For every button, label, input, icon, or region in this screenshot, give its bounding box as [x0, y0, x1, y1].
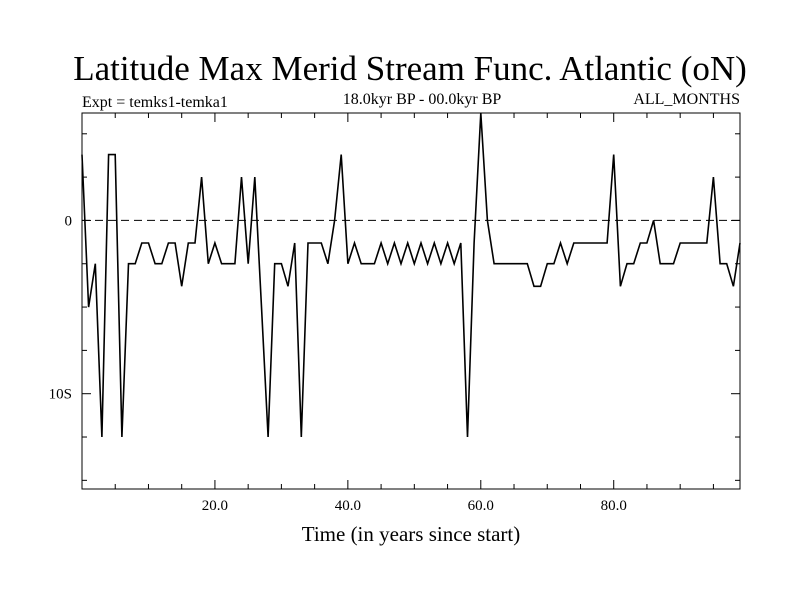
chart-subtitle-center: 18.0kyr BP - 00.0kyr BP	[343, 91, 502, 108]
plot-frame	[81, 112, 741, 490]
x-tick-label: 40.0	[335, 498, 361, 514]
x-tick-label: 20.0	[202, 498, 228, 514]
series-layer	[81, 112, 741, 438]
y-tick-label: 10S	[49, 387, 72, 403]
chart-subtitle-right: ALL_MONTHS	[633, 91, 740, 108]
chart-subtitle-left: Expt = temks1-temka1	[82, 94, 228, 111]
axes-ticks: 20.0 40.0 60.0 80.0 0 10S	[49, 113, 740, 514]
x-axis-label: Time (in years since start)	[302, 522, 521, 546]
chart-title: Latitude Max Merid Stream Func. Atlantic…	[73, 49, 747, 88]
series-line	[81, 112, 741, 438]
x-tick-label: 80.0	[601, 498, 627, 514]
y-tick-label: 0	[65, 213, 73, 229]
x-tick-label: 60.0	[468, 498, 494, 514]
